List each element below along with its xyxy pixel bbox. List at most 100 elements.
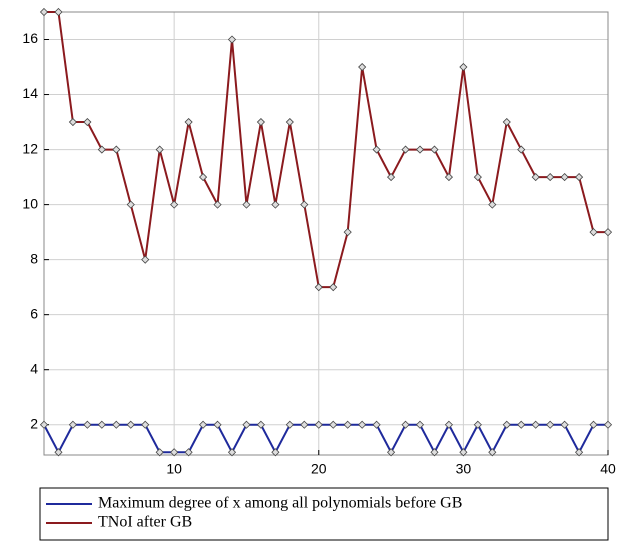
point-marker xyxy=(546,173,555,182)
point-marker xyxy=(560,173,569,182)
point-marker xyxy=(459,62,468,72)
point-marker xyxy=(300,420,309,429)
y-tick-label: 12 xyxy=(22,140,38,156)
point-marker xyxy=(531,420,540,429)
x-tick-label: 30 xyxy=(456,461,472,477)
series-line xyxy=(44,11,608,289)
point-marker xyxy=(271,448,280,457)
point-marker xyxy=(285,420,294,429)
point-marker xyxy=(329,420,338,429)
point-marker xyxy=(141,255,150,264)
point-marker xyxy=(430,448,439,457)
point-marker xyxy=(199,420,208,429)
point-marker xyxy=(155,145,164,154)
point-marker xyxy=(184,117,193,127)
point-marker xyxy=(517,145,526,154)
y-tick-label: 6 xyxy=(30,305,38,321)
x-tick-label: 20 xyxy=(311,461,327,477)
point-marker xyxy=(575,448,584,457)
x-tick-label: 10 xyxy=(166,461,182,477)
point-marker xyxy=(415,145,425,154)
point-marker xyxy=(39,420,49,429)
point-marker xyxy=(589,228,598,237)
point-marker xyxy=(517,420,526,429)
point-marker xyxy=(444,420,453,429)
point-marker xyxy=(199,173,208,182)
point-marker xyxy=(242,420,251,429)
point-marker xyxy=(314,420,323,429)
point-marker xyxy=(97,420,106,429)
legend-label: TNoI after GB xyxy=(98,514,192,531)
point-marker xyxy=(603,228,613,237)
point-marker xyxy=(372,420,381,429)
y-tick-label: 10 xyxy=(22,195,38,211)
point-marker xyxy=(575,173,584,182)
point-marker xyxy=(473,420,482,429)
point-marker xyxy=(603,420,613,429)
plot-frame xyxy=(43,11,609,456)
point-marker xyxy=(444,173,453,182)
point-marker xyxy=(314,283,323,292)
point-marker xyxy=(83,420,92,429)
point-marker xyxy=(415,420,425,429)
point-marker xyxy=(68,420,77,429)
point-marker xyxy=(227,35,237,44)
point-marker xyxy=(387,448,396,457)
point-marker xyxy=(170,200,179,209)
point-marker xyxy=(112,145,121,154)
point-marker xyxy=(54,7,63,17)
point-marker xyxy=(459,448,468,457)
point-marker xyxy=(184,448,193,457)
point-marker xyxy=(343,228,352,237)
point-marker xyxy=(502,420,511,429)
y-tick-label: 4 xyxy=(30,360,38,376)
legend-label: Maximum degree of x among all polynomial… xyxy=(98,495,462,512)
point-marker xyxy=(242,200,251,209)
x-tick-label: 40 xyxy=(600,461,616,477)
point-marker xyxy=(589,420,598,429)
legend: Maximum degree of x among all polynomial… xyxy=(39,487,609,541)
point-marker xyxy=(502,117,511,127)
legend-box xyxy=(39,487,609,541)
point-marker xyxy=(126,420,135,429)
series-line xyxy=(43,422,608,455)
point-marker xyxy=(141,420,150,429)
point-marker xyxy=(126,200,135,209)
point-marker xyxy=(39,7,49,17)
point-marker xyxy=(227,448,237,457)
point-marker xyxy=(358,62,367,72)
point-marker xyxy=(112,420,121,429)
point-marker xyxy=(170,448,179,457)
point-marker xyxy=(213,420,222,429)
point-marker xyxy=(546,420,555,429)
point-marker xyxy=(343,420,352,429)
point-marker xyxy=(372,145,381,154)
point-marker xyxy=(155,448,164,457)
y-tick-label: 14 xyxy=(22,85,38,101)
point-marker xyxy=(97,145,106,154)
point-marker xyxy=(401,420,410,429)
point-marker xyxy=(488,200,497,209)
point-marker xyxy=(271,200,280,209)
point-marker xyxy=(256,420,265,429)
y-tick-label: 16 xyxy=(22,30,38,46)
point-marker xyxy=(488,448,497,457)
point-marker xyxy=(430,145,439,154)
point-marker xyxy=(531,173,540,182)
point-marker xyxy=(401,145,410,154)
point-marker xyxy=(473,173,482,182)
point-marker xyxy=(68,117,77,127)
point-marker xyxy=(560,420,569,429)
y-tick-label: 8 xyxy=(30,250,38,266)
point-marker xyxy=(54,448,63,457)
point-marker xyxy=(300,200,309,209)
y-tick-label: 2 xyxy=(30,415,38,431)
point-marker xyxy=(387,173,396,182)
point-marker xyxy=(329,283,338,292)
point-marker xyxy=(358,420,367,429)
point-marker xyxy=(285,117,294,127)
point-marker xyxy=(83,117,92,127)
point-marker xyxy=(256,117,265,127)
point-marker xyxy=(213,200,222,209)
